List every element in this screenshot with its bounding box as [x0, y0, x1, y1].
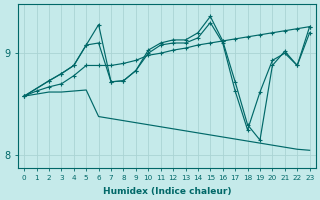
X-axis label: Humidex (Indice chaleur): Humidex (Indice chaleur) — [103, 187, 231, 196]
